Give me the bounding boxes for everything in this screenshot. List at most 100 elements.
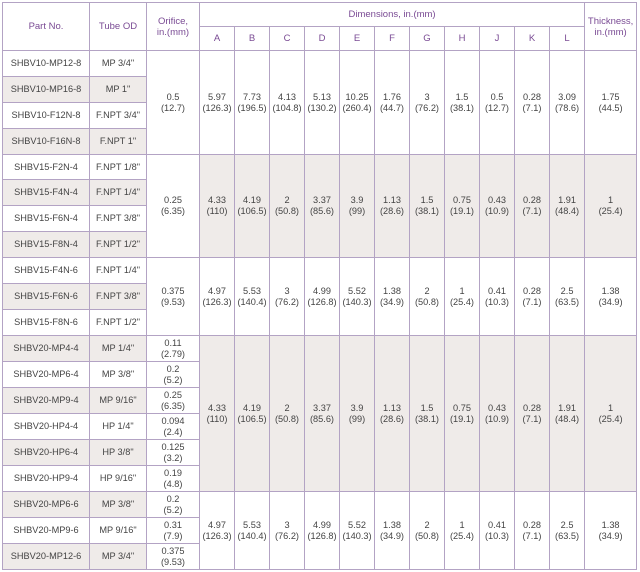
dimension-g: 1.5 (38.1)	[409, 335, 445, 492]
part-number: SHBV20-MP4-4	[2, 335, 90, 362]
dimension-l: 3.09 (78.6)	[548, 50, 586, 155]
part-number: SHBV20-HP6-4	[2, 439, 90, 466]
dimension-c: 2 (50.8)	[269, 154, 305, 258]
thickness-value-mm: (25.4)	[598, 206, 623, 216]
thickness-value: 1.38 (34.9)	[584, 257, 638, 336]
dimension-d-mm: (85.6)	[309, 206, 334, 216]
dimension-e-in: 5.52	[348, 519, 366, 530]
dimension-k-mm: (7.1)	[522, 296, 542, 307]
dimension-e: 3.9 (99)	[339, 335, 375, 492]
dimension-l-in: 1.91	[558, 402, 576, 413]
table-row: SHBV10-MP16-8 MP 1"	[2, 76, 637, 103]
thickness-value-in: 1	[608, 195, 614, 205]
dimension-j: 0.41 (10.3)	[479, 257, 515, 336]
table-row: SHBV10-F12N-8 F.NPT 3/4"	[2, 102, 637, 129]
dimension-k: 0.28 (7.1)	[514, 257, 550, 336]
header-dim-c: C	[269, 26, 305, 51]
part-number: SHBV20-MP12-6	[2, 543, 90, 570]
dimension-a-mm: (110)	[206, 413, 228, 424]
orifice-value-in: 0.375	[161, 285, 185, 296]
dimension-e-mm: (260.4)	[342, 102, 372, 113]
part-number: SHBV10-MP16-8	[2, 76, 90, 103]
dimension-g-mm: (50.8)	[414, 296, 439, 307]
header-dim-l: L	[548, 26, 586, 51]
orifice-value-in: 0.094	[161, 415, 185, 426]
dimension-j: 0.43 (10.9)	[479, 335, 515, 492]
tube-od: HP 9/16"	[89, 465, 147, 492]
header-orifice: Orifice, in.(mm)	[146, 2, 200, 51]
dimension-f-in: 1.13	[383, 402, 401, 413]
orifice-value-in: 0.125	[161, 441, 185, 452]
dimension-h: 1.5 (38.1)	[444, 50, 480, 155]
dimension-k-in: 0.28	[523, 519, 541, 530]
tube-od: F.NPT 3/8"	[89, 283, 147, 310]
header-tube-od: Tube OD	[89, 2, 147, 51]
dimension-f-mm: (34.9)	[379, 296, 404, 307]
orifice-value-in: 0.25	[164, 389, 182, 400]
part-number: SHBV15-F4N-4	[2, 179, 90, 206]
table-row: SHBV20-HP6-4 HP 3/8" 0.125 (3.2)	[2, 439, 637, 466]
dimension-e: 5.52 (140.3)	[339, 257, 375, 336]
dimension-a-in: 4.97	[208, 519, 226, 530]
tube-od: MP 3/8"	[89, 361, 147, 388]
dimension-c-in: 2	[284, 195, 290, 205]
part-number: SHBV10-F12N-8	[2, 102, 90, 129]
thickness-value: 1.38 (34.9)	[584, 491, 638, 570]
header-dim-b: B	[234, 26, 270, 51]
dimension-j-in: 0.5	[490, 91, 504, 102]
dimension-h-in: 1	[459, 519, 465, 530]
dimension-g-mm: (76.2)	[414, 102, 439, 113]
header-thickness: Thickness, in.(mm)	[584, 2, 638, 51]
dimension-c: 3 (76.2)	[269, 257, 305, 336]
dimension-k: 0.28 (7.1)	[514, 50, 550, 155]
orifice-value-mm: (5.2)	[163, 504, 183, 515]
tube-od: HP 1/4"	[89, 413, 147, 440]
table-row: SHBV10-F16N-8 F.NPT 1"	[2, 128, 637, 155]
dimension-e: 3.9 (99)	[339, 154, 375, 258]
thickness-value-in: 1.38	[601, 285, 620, 296]
dimension-c-in: 2	[284, 402, 290, 413]
dimension-c: 2 (50.8)	[269, 335, 305, 492]
dimension-f-in: 1.38	[383, 285, 401, 296]
dimension-k-mm: (7.1)	[522, 102, 542, 113]
dimension-g-in: 3	[424, 91, 430, 102]
tube-od: F.NPT 1/4"	[89, 179, 147, 206]
dimension-a-mm: (110)	[206, 206, 228, 216]
dimension-h-in: 1.5	[455, 91, 469, 102]
dimension-f-mm: (44.7)	[379, 102, 404, 113]
dimension-e-mm: (99)	[348, 413, 366, 424]
dimension-h-mm: (38.1)	[449, 102, 474, 113]
tube-od: MP 3/8"	[89, 491, 147, 518]
dimension-b-mm: (106.5)	[237, 413, 267, 424]
orifice-value-in: 0.19	[164, 467, 182, 478]
dimension-h: 1 (25.4)	[444, 257, 480, 336]
table-row: SHBV20-MP9-6 MP 9/16" 0.31 (7.9)	[2, 517, 637, 544]
dimension-a-mm: (126.3)	[202, 296, 232, 307]
dimension-c-mm: (50.8)	[274, 413, 299, 424]
table-row: SHBV20-MP6-4 MP 3/8" 0.2 (5.2)	[2, 361, 637, 388]
thickness-value-in: 1.38	[601, 519, 620, 530]
part-number: SHBV20-MP9-6	[2, 517, 90, 544]
header-dim-j: J	[479, 26, 515, 51]
dimension-a-in: 5.97	[208, 91, 226, 102]
dimension-j-mm: (10.9)	[484, 206, 509, 216]
table-row: SHBV20-HP4-4 HP 1/4" 0.094 (2.4)	[2, 413, 637, 440]
part-number: SHBV20-HP9-4	[2, 465, 90, 492]
dimension-j-in: 0.41	[488, 285, 506, 296]
orifice-value-mm: (4.8)	[163, 478, 183, 489]
table-row: SHBV15-F2N-4 F.NPT 1/8" 0.25 (6.35) 4.33 (110…	[2, 154, 638, 258]
orifice-value: 0.19 (4.8)	[146, 465, 200, 492]
dimension-e-in: 3.9	[350, 402, 364, 413]
part-number: SHBV15-F6N-4	[2, 205, 90, 232]
dimension-a: 4.33 (110)	[199, 335, 235, 492]
dimension-e-mm: (99)	[348, 206, 366, 216]
tube-od: MP 9/16"	[89, 517, 147, 544]
dimension-j: 0.5 (12.7)	[479, 50, 515, 155]
header-dim-k: K	[514, 26, 550, 51]
dimension-c-in: 4.13	[278, 91, 296, 102]
header-dim-f: F	[374, 26, 410, 51]
thickness-value: 1.75 (44.5)	[584, 50, 638, 155]
header-part-no: Part No.	[2, 2, 90, 51]
tube-od: F.NPT 3/4"	[89, 102, 147, 129]
